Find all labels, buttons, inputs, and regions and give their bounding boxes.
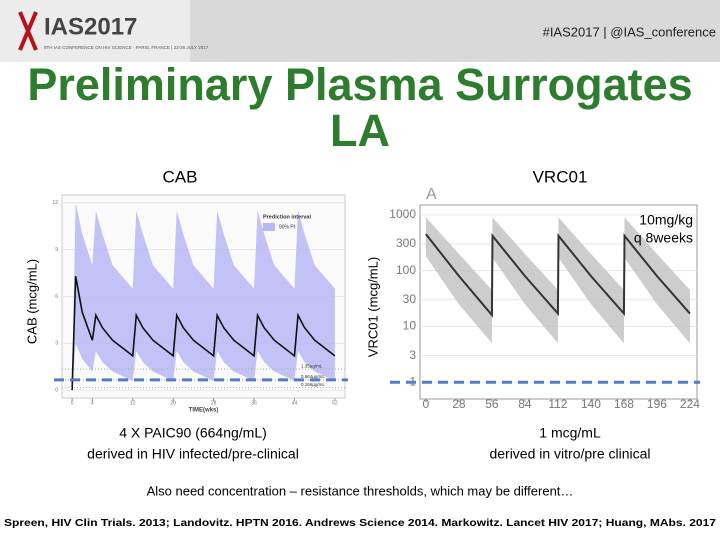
x-tick-label: 52 [332, 400, 338, 406]
hashtag: #IAS2017 | @IAS_conference [543, 24, 716, 39]
title: Preliminary Plasma Surrogates LA [27, 62, 693, 156]
median-line [71, 276, 336, 391]
caption: 4 X PAIC90 (664ng/mL) [119, 425, 267, 441]
chart-title: CAB [163, 167, 198, 186]
y-axis-label: CAB (mcg/mL) [24, 259, 39, 344]
y-tick-label: 0 [55, 388, 58, 394]
threshold-label: 0.166µg/mL [301, 382, 325, 387]
y-axis-label: VRC01 (mcg/mL) [365, 257, 380, 357]
title-box: Preliminary Plasma Surrogates LA [27, 62, 693, 156]
x-tick-label: 20 [170, 400, 176, 406]
y-tick-label: 100 [396, 263, 416, 277]
median-line [425, 233, 691, 318]
threshold-label: 1.35µg/mL [301, 363, 323, 368]
note: Also need concentration – resistance thr… [147, 483, 574, 498]
y-tick-label: 3 [409, 348, 416, 362]
references: Spreen, HIV Clin Trials. 2013; Landovitz… [4, 517, 716, 529]
y-tick-label: 9 [55, 247, 58, 253]
x-tick-label: 4 [91, 400, 94, 406]
y-tick-label: 3 [55, 341, 58, 347]
y-tick-label: 12 [52, 200, 58, 206]
logo-sub: 9TH IAS CONFERENCE ON HIV SCIENCE · PARI… [44, 45, 209, 50]
x-tick-label: 84 [518, 397, 532, 411]
caption: derived in HIV infected/pre-clinical [87, 446, 299, 462]
chart-title: VRC01 [533, 167, 588, 186]
x-tick-label: 12 [130, 400, 136, 406]
x-tick-label: 168 [614, 397, 634, 411]
threshold-label: 0.664µg/mL [301, 374, 325, 379]
panel-label: A [426, 186, 437, 203]
annotation: q 8weeks [634, 230, 693, 246]
logo-ribbon [18, 11, 38, 51]
x-tick-label: 28 [211, 400, 217, 406]
caption: 1 mcg/mL [539, 425, 601, 441]
x-tick-label: 140 [581, 397, 601, 411]
logo: IAS2017 [44, 13, 137, 40]
x-tick-label: 112 [548, 397, 567, 411]
y-tick-label: 300 [396, 236, 416, 250]
caption: derived in vitro/pre clinical [489, 446, 650, 462]
x-tick-label: 56 [485, 397, 499, 411]
legend-swatch [263, 223, 275, 231]
legend-title: Prediction interval [263, 214, 311, 220]
x-tick-label: 224 [680, 397, 700, 411]
y-tick-label: 30 [403, 292, 417, 306]
x-tick-label: 196 [647, 397, 667, 411]
x-tick-label: 36 [251, 400, 257, 406]
y-tick-label: 6 [55, 294, 58, 300]
x-tick-label: 28 [452, 397, 466, 411]
logo-box [0, 0, 190, 62]
x-tick-label: 0 [71, 400, 74, 406]
y-tick-label: 10 [403, 319, 417, 333]
x-axis-label: TIME(wks) [189, 408, 219, 414]
legend-label: 90% PI [279, 224, 295, 230]
x-tick-label: 0 [423, 397, 430, 411]
prediction-band [72, 202, 335, 391]
y-tick-label: 1000 [389, 207, 416, 221]
x-tick-label: 44 [292, 400, 298, 406]
annotation: 10mg/kg [639, 212, 693, 228]
